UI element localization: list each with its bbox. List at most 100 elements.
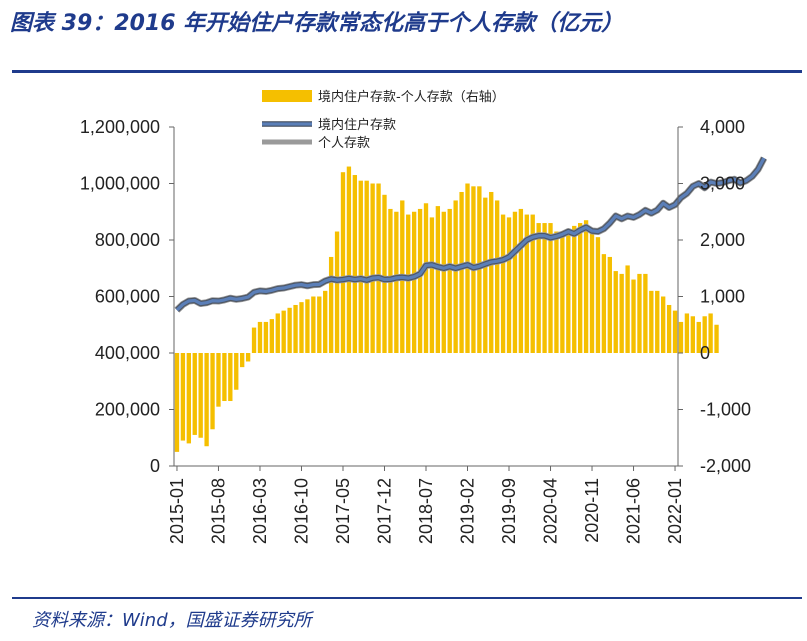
bar [708,313,713,353]
bar [441,211,446,353]
bar [376,183,381,353]
bar [222,353,227,402]
bar [364,180,369,353]
bar [649,290,654,353]
bar [625,265,630,353]
right-tick-label: 2,000 [700,230,745,250]
bar [483,197,488,354]
x-tick-label: 2017-05 [333,478,353,544]
bar [340,172,346,353]
bar [394,211,399,353]
bar [655,290,660,353]
bar [500,214,506,353]
right-tick-label: 0 [700,343,710,363]
bar [459,191,464,353]
bar [696,321,701,353]
bar [406,214,411,353]
x-tick-label: 2022-01 [665,478,685,544]
bar [234,353,239,390]
bar [518,208,524,353]
bar [210,353,215,430]
bar [554,231,559,353]
bar [619,273,624,353]
x-tick-label: 2020-11 [582,478,602,543]
legend-swatch-bar [262,90,312,102]
bar [637,273,642,353]
line-household-deposits [175,157,766,312]
bar [672,310,678,354]
bar [542,223,547,353]
bar [489,191,494,353]
bar [572,225,577,354]
bar [240,353,245,368]
bar [666,304,672,353]
bar [607,256,612,353]
bar [583,220,589,353]
bar [536,223,541,353]
x-tick-label: 2016-10 [291,478,311,544]
bar [352,175,358,353]
bar [714,324,719,353]
left-tick-label: 400,000 [95,343,160,363]
bar [643,273,648,353]
bar [578,223,583,353]
x-tick-label: 2015-08 [208,478,228,544]
bar [453,200,458,353]
bar-series [174,166,719,452]
x-tick-label: 2015-01 [167,478,187,544]
bar [204,353,209,447]
x-tick-label: 2020-04 [541,478,561,544]
bar [305,299,310,353]
bar [180,353,186,441]
bar [548,223,553,353]
bar [216,353,221,407]
right-tick-label: -1,000 [700,400,751,420]
bar [281,310,286,354]
bar [661,296,666,353]
bar [702,316,707,353]
bar [429,217,435,353]
bar [595,237,601,353]
bar [530,214,535,353]
bar [346,166,352,353]
x-tick-label: 2018-07 [416,478,436,544]
bar [524,214,529,353]
left-tick-label: 1,200,000 [80,117,160,137]
bar [631,279,636,353]
bar [560,231,565,353]
bar [494,200,500,353]
bar [263,321,269,353]
bar [275,313,280,353]
bar [358,180,363,353]
bar [512,211,518,353]
bar [269,319,274,353]
right-tick-label: 1,000 [700,287,745,307]
bar [299,302,304,353]
bar [192,353,197,435]
bar [334,231,340,353]
bar [198,353,203,438]
left-tick-label: 0 [150,456,160,476]
bar [228,353,233,402]
bar [684,313,690,353]
x-tick-label: 2019-02 [458,478,478,544]
line-series [174,156,768,313]
bar [678,321,684,353]
bar [370,183,375,353]
bar [382,194,387,353]
bar [257,321,263,353]
left-tick-label: 200,000 [95,400,160,420]
right-tick-label: 3,000 [700,174,745,194]
bar [417,208,423,353]
bar [311,296,316,353]
chart-title: 图表 39：2016 年开始住户存款常态化高于个人存款（亿元） [10,11,624,36]
title-rule [12,70,802,73]
right-tick-label: -2,000 [700,456,751,476]
left-tick-label: 800,000 [95,230,160,250]
bar [589,228,595,353]
bar [317,296,322,353]
bar [613,271,618,353]
bar [690,316,695,353]
x-tick-label: 2016-03 [250,478,270,544]
